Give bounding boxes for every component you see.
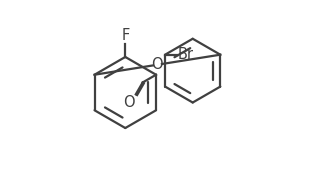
Text: O: O [123, 95, 135, 110]
Text: F: F [121, 28, 129, 43]
Text: Br: Br [177, 47, 193, 62]
Text: O: O [152, 57, 163, 72]
